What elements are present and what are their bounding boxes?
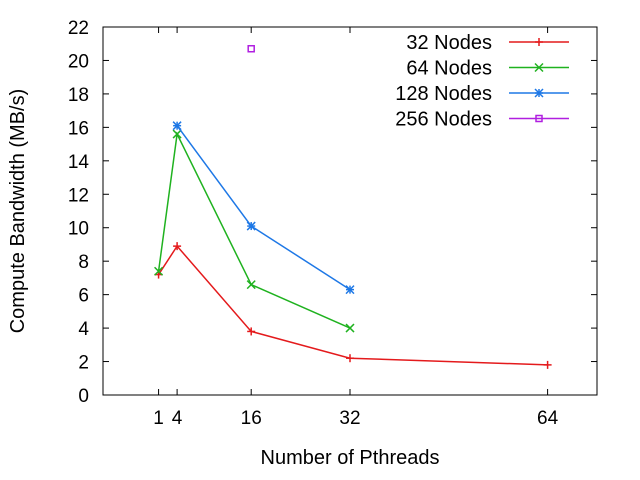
data-point-32-nodes (173, 242, 182, 251)
data-point-128-nodes (246, 221, 256, 231)
series-line-64-nodes (157, 131, 351, 329)
legend-label-256-nodes: 256 Nodes (395, 109, 492, 131)
legend-marker-128-nodes (534, 88, 544, 98)
legend-label-32-nodes: 32 Nodes (406, 32, 492, 54)
y-tick-label: 18 (68, 85, 89, 106)
data-point-64-nodes (345, 323, 355, 333)
data-point-32-nodes (346, 354, 354, 363)
legend-marker-256-nodes (535, 114, 543, 123)
data-point-32-nodes (543, 360, 552, 369)
y-tick-label: 0 (78, 386, 89, 407)
x-tick-label: 1 (153, 408, 164, 429)
y-tick-label: 8 (78, 252, 89, 273)
y-tick-label: 10 (68, 219, 89, 240)
data-point-32-nodes (247, 327, 256, 336)
data-point-128-nodes (172, 121, 182, 131)
x-tick-label: 64 (537, 408, 559, 429)
data-point-64-nodes (154, 266, 164, 276)
y-tick-label: 2 (78, 353, 89, 374)
y-tick-label: 14 (68, 152, 90, 173)
legend-marker-32-nodes (535, 38, 543, 46)
legend: 32 Nodes 64 Nodes 128 Nodes 256 Nodes (395, 32, 569, 131)
x-tick-label: 16 (241, 408, 262, 429)
legend-label-128-nodes: 128 Nodes (395, 83, 492, 105)
y-tick-label: 20 (68, 51, 89, 72)
data-point-256-nodes (247, 44, 255, 53)
x-tick-label: 32 (339, 408, 360, 429)
data-point-64-nodes (172, 129, 182, 139)
y-tick-label: 4 (78, 319, 89, 340)
legend-marker-64-nodes (534, 62, 544, 73)
y-tick-label: 16 (68, 118, 89, 139)
y-tick-label: 22 (68, 18, 89, 39)
legend-label-64-nodes: 64 Nodes (406, 58, 492, 80)
data-point-128-nodes (345, 285, 355, 295)
y-tick-label: 6 (78, 286, 89, 307)
y-axis-title: Compute Bandwidth (MB/s) (7, 89, 29, 334)
y-tick-label: 12 (68, 185, 89, 206)
x-tick-label: 4 (172, 408, 183, 429)
x-axis-title: Number of Pthreads (261, 447, 440, 469)
data-point-64-nodes (246, 280, 256, 290)
